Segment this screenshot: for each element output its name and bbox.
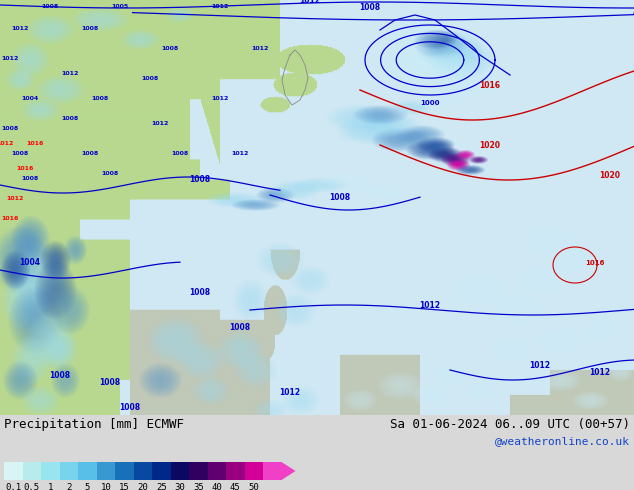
Text: 1012: 1012	[211, 4, 229, 9]
Text: 1008: 1008	[11, 151, 29, 156]
Text: 1012: 1012	[211, 96, 229, 101]
Text: 1012: 1012	[61, 71, 79, 76]
Text: 15: 15	[119, 483, 129, 490]
Bar	[96, 462, 115, 480]
Text: 1004: 1004	[20, 258, 41, 267]
Text: 1016: 1016	[585, 260, 605, 266]
Text: 1008: 1008	[171, 151, 189, 156]
Bar	[41, 462, 60, 480]
Text: 1008: 1008	[190, 175, 210, 184]
Text: 1012: 1012	[280, 388, 301, 397]
Text: 0.1: 0.1	[5, 483, 22, 490]
Text: 35: 35	[193, 483, 204, 490]
Text: 30: 30	[174, 483, 185, 490]
Bar	[4, 462, 22, 480]
Text: 1012: 1012	[231, 151, 249, 156]
Text: 1012: 1012	[152, 121, 169, 126]
Text: 25: 25	[156, 483, 167, 490]
Text: @weatheronline.co.uk: @weatheronline.co.uk	[495, 436, 630, 446]
Text: 1004: 1004	[22, 96, 39, 101]
Text: 1008: 1008	[1, 126, 18, 131]
Text: 1008: 1008	[100, 378, 120, 387]
Text: 1000: 1000	[420, 100, 440, 106]
Text: 1: 1	[48, 483, 53, 490]
Text: 1012: 1012	[420, 301, 441, 310]
Text: 1012: 1012	[590, 368, 611, 377]
Text: 1008: 1008	[81, 151, 99, 156]
Text: 1008: 1008	[162, 46, 179, 51]
Bar	[152, 462, 171, 480]
Bar	[226, 462, 245, 480]
Text: 1012: 1012	[529, 361, 550, 370]
Bar	[60, 462, 78, 480]
Text: 45: 45	[230, 483, 241, 490]
Text: 1008: 1008	[49, 371, 70, 380]
Text: 1008: 1008	[359, 3, 380, 12]
Text: 1016: 1016	[479, 81, 500, 90]
Text: Precipitation [mm] ECMWF: Precipitation [mm] ECMWF	[4, 418, 184, 431]
Text: 1008: 1008	[91, 96, 108, 101]
Text: 1008: 1008	[141, 76, 158, 81]
Bar	[207, 462, 226, 480]
Text: 2: 2	[66, 483, 72, 490]
Text: 5: 5	[84, 483, 90, 490]
Text: 1016: 1016	[1, 216, 18, 221]
Text: 1016: 1016	[27, 141, 44, 146]
Text: 20: 20	[138, 483, 148, 490]
Text: 1012: 1012	[6, 196, 23, 201]
Text: 1008: 1008	[41, 4, 58, 9]
Text: 1008: 1008	[119, 403, 141, 412]
Text: 1012: 1012	[299, 0, 321, 5]
Bar	[22, 462, 41, 480]
Text: 1005: 1005	[112, 4, 129, 9]
Text: 1008: 1008	[330, 193, 351, 202]
Bar	[171, 462, 189, 480]
Text: 40: 40	[211, 483, 222, 490]
Bar	[134, 462, 152, 480]
Text: 1008: 1008	[22, 176, 39, 181]
Text: 1012: 1012	[0, 141, 14, 146]
Text: 1012: 1012	[1, 56, 18, 61]
Text: 1008: 1008	[101, 171, 119, 176]
Text: 1012: 1012	[251, 46, 269, 51]
Text: 50: 50	[249, 483, 259, 490]
Text: 1020: 1020	[479, 141, 500, 150]
Bar	[245, 462, 263, 480]
Text: 0.5: 0.5	[23, 483, 40, 490]
Bar	[189, 462, 207, 480]
Bar	[78, 462, 96, 480]
Text: 1008: 1008	[190, 288, 210, 297]
Text: 1012: 1012	[11, 26, 29, 31]
Polygon shape	[281, 462, 295, 480]
Text: 1008: 1008	[81, 26, 99, 31]
Text: 10: 10	[100, 483, 111, 490]
Text: 1016: 1016	[16, 166, 34, 171]
Bar	[263, 462, 281, 480]
Text: 1020: 1020	[600, 171, 621, 180]
Text: 1008: 1008	[230, 323, 250, 332]
Text: 1008: 1008	[61, 116, 79, 121]
Text: Sa 01-06-2024 06..09 UTC (00+57): Sa 01-06-2024 06..09 UTC (00+57)	[390, 418, 630, 431]
Bar	[115, 462, 134, 480]
